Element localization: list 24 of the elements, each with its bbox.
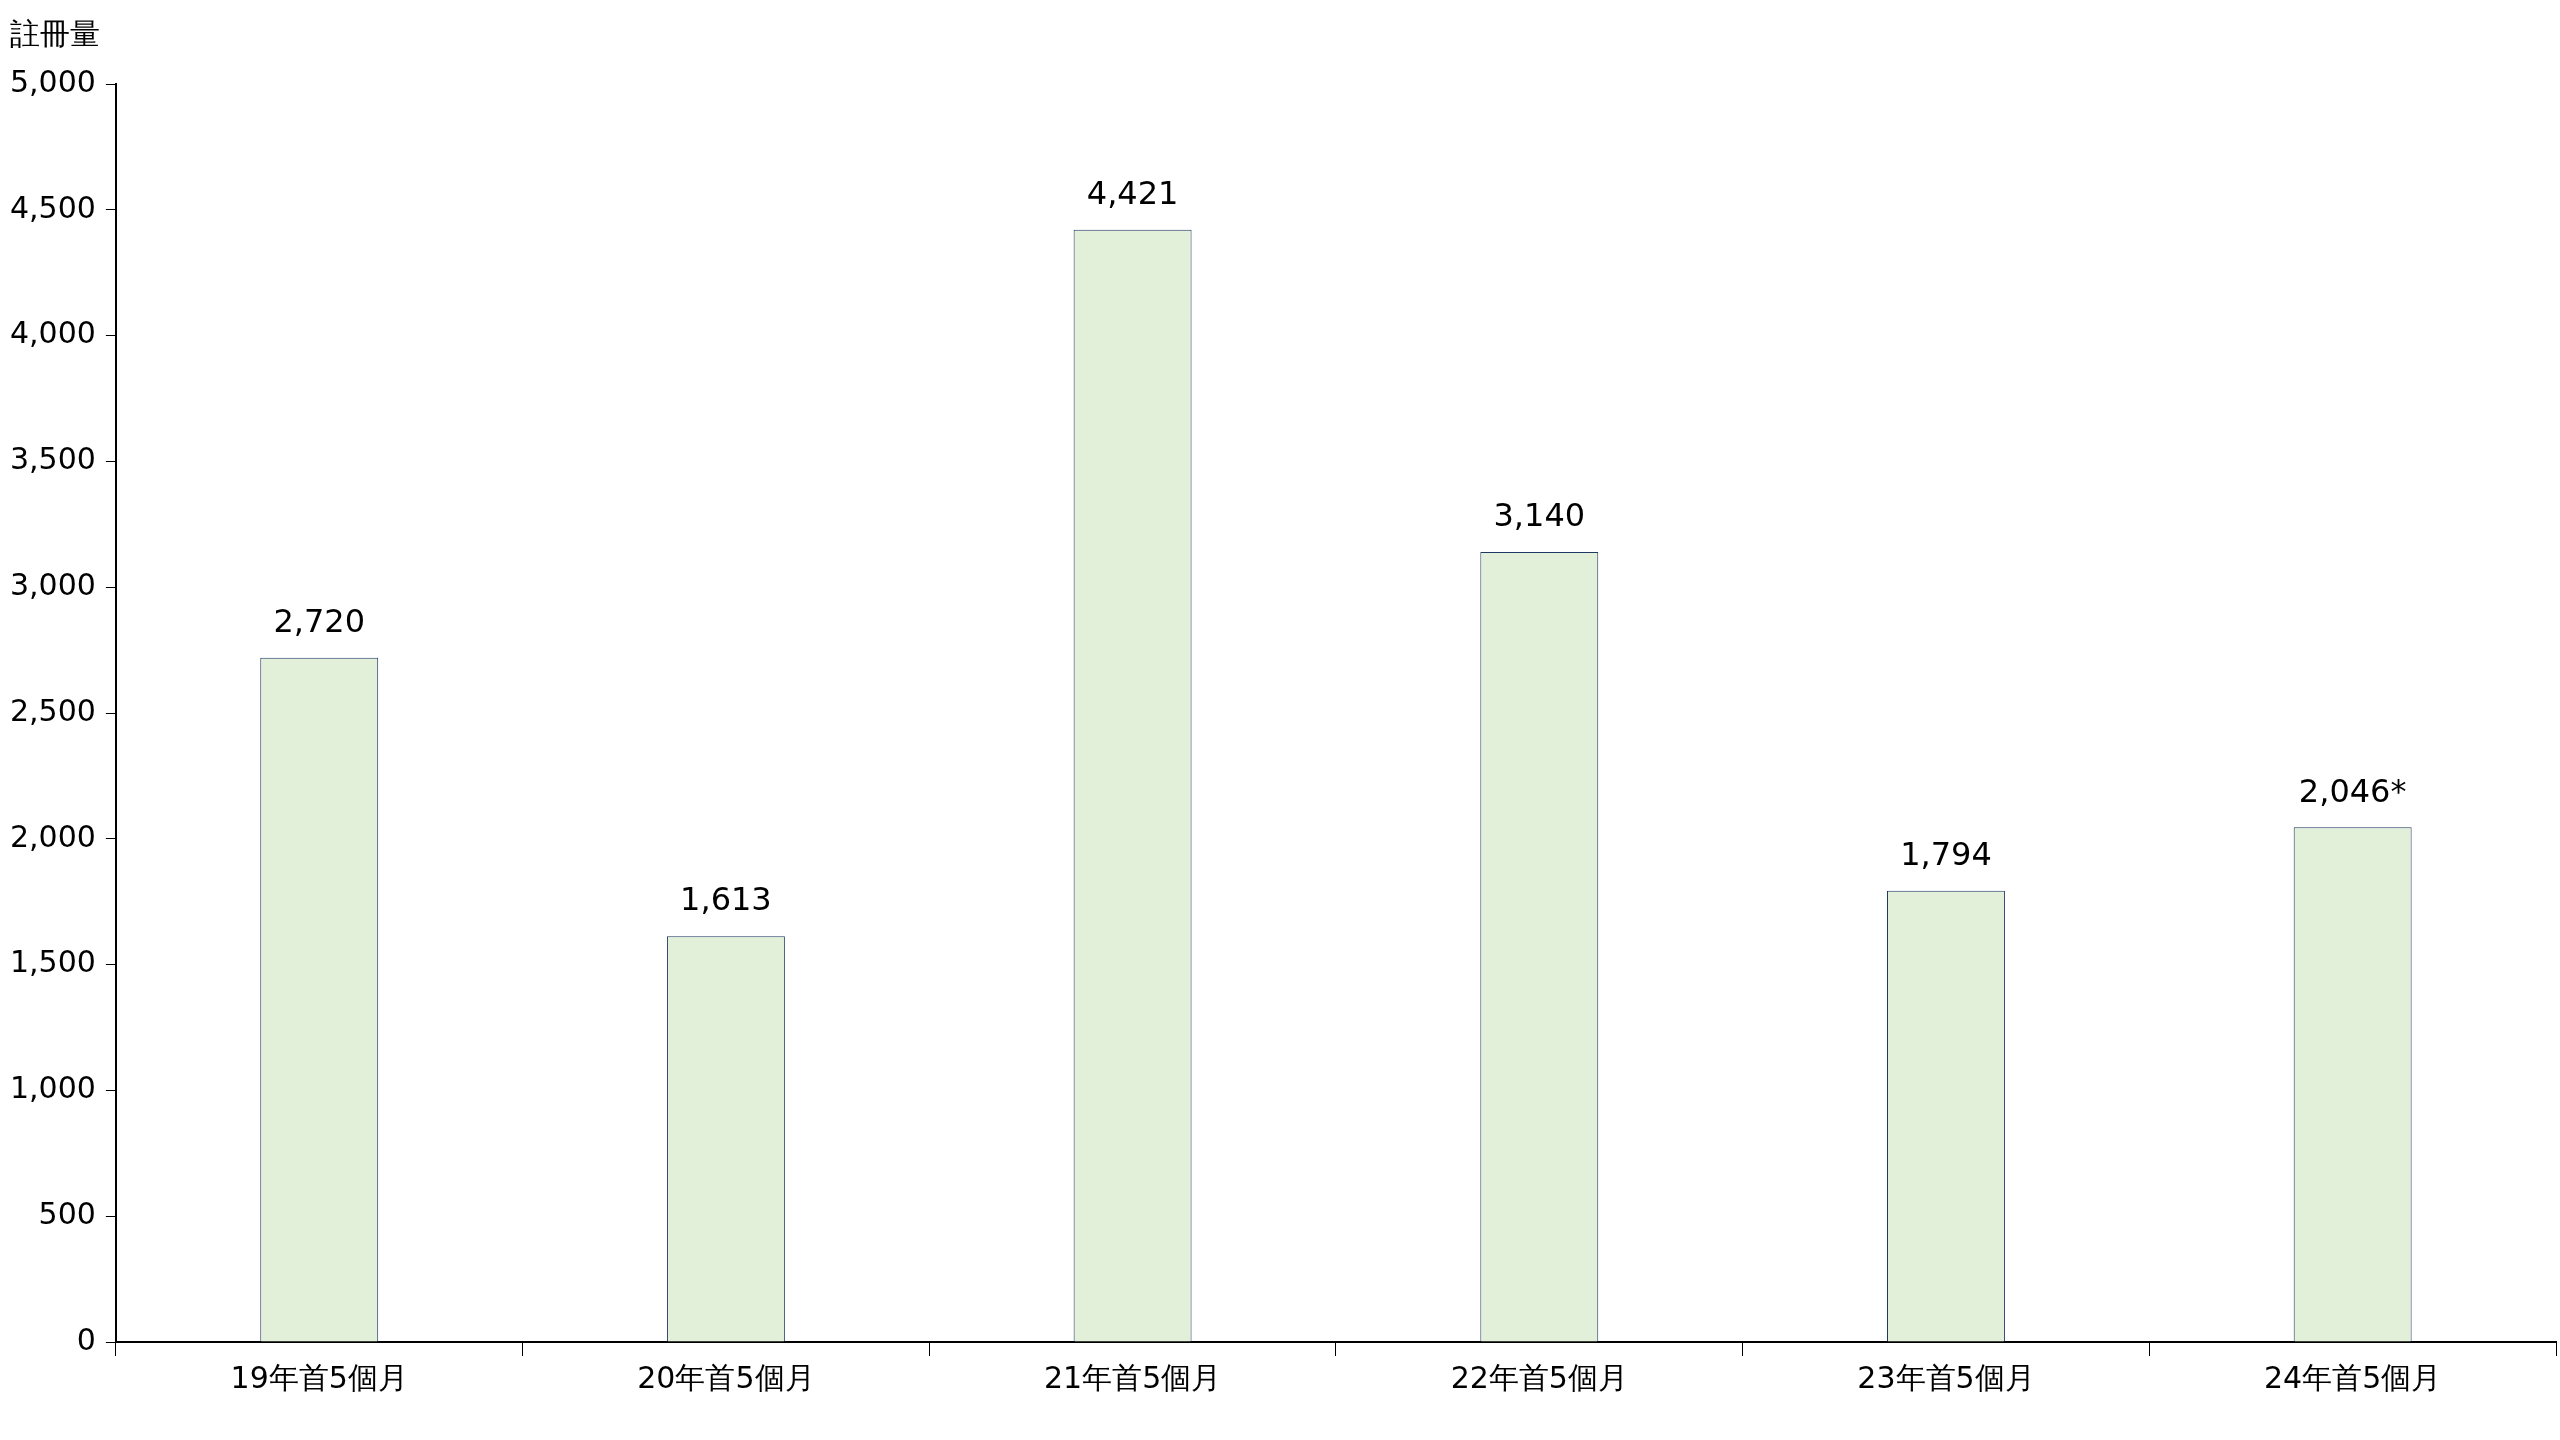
data-label: 2,720: [273, 601, 366, 640]
y-tick-label: 2,500: [9, 692, 96, 728]
x-tick-label: 22年首5個月: [1450, 1359, 1628, 1395]
x-tick-label: 19年首5個月: [230, 1359, 408, 1395]
y-tick-label: 1,000: [9, 1070, 96, 1106]
y-tick-label: 5,000: [9, 63, 96, 99]
y-tick-label: 500: [38, 1196, 96, 1231]
y-tick-label: 2,000: [9, 818, 96, 854]
data-label: 1,613: [680, 880, 772, 919]
y-tick-label: 1,500: [9, 944, 96, 980]
y-tick-label: 4,500: [9, 189, 96, 225]
x-tick-label: 20年首5個月: [637, 1359, 815, 1395]
y-tick-label: 3,500: [9, 441, 96, 477]
y-tick-label: 0: [76, 1321, 96, 1357]
data-label: 3,140: [1493, 496, 1586, 535]
data-label: 4,421: [1086, 173, 1179, 212]
data-label: 1,794: [1900, 834, 1992, 873]
data-label: 2,046*: [2298, 771, 2407, 810]
y-tick-label: 4,000: [9, 315, 96, 351]
x-tick-label: 23年首5個月: [1857, 1359, 2035, 1395]
y-tick-label: 3,000: [9, 567, 96, 602]
y-axis-title: 註冊量: [10, 15, 100, 53]
x-tick-label: 21年首5個月: [1043, 1359, 1222, 1395]
x-tick-label: 24年首5個月: [2264, 1359, 2442, 1395]
